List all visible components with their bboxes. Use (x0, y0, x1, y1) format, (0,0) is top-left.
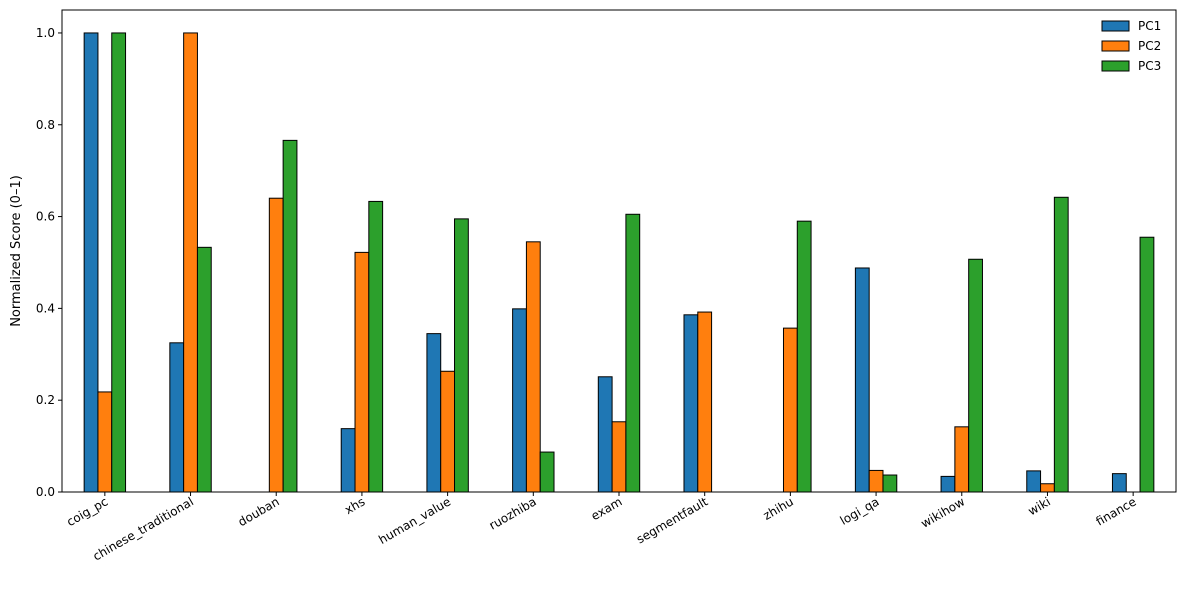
bar-pc3-douban (282, 139, 298, 493)
x-tick-label: logi_qa (838, 494, 882, 527)
bar-pc1-finance (1111, 473, 1127, 493)
bar-pc1-segmentfault (683, 314, 699, 493)
bars-layer (83, 32, 1155, 493)
y-tick-label: 0.2 (36, 393, 55, 407)
y-tick-label: 0.6 (36, 210, 55, 224)
x-tick-label: exam (589, 494, 625, 523)
x-tick-label: ruozhiba (487, 494, 539, 532)
bar-pc1-human-value (426, 333, 442, 493)
y-tick-label: 1.0 (36, 26, 55, 40)
x-tick-label: segmentfault (634, 494, 710, 546)
x-tick-label: coig_pc (64, 494, 110, 529)
x-tick-label: wiki (1026, 494, 1053, 518)
y-tick-label: 0.4 (36, 301, 55, 315)
y-axis-label: Normalized Score (0–1) (9, 175, 24, 327)
bar-pc1-wiki (1026, 470, 1042, 493)
bar-pc1-coig-pc (83, 32, 99, 493)
legend-label-pc2: PC2 (1138, 39, 1161, 53)
plot-frame (61, 9, 1177, 493)
legend: PC1 PC2 PC3 (1101, 19, 1161, 73)
bar-pc2-exam (611, 421, 627, 493)
bar-pc1-xhs (340, 428, 356, 493)
y-tick-label: 0.8 (36, 118, 55, 132)
bar-pc1-wikihow (940, 475, 956, 493)
bar-pc2-human-value (440, 370, 456, 493)
bar-pc3-wiki (1053, 196, 1069, 493)
bar-pc1-exam (597, 376, 613, 493)
bar-pc1-chinese-traditional (169, 342, 185, 493)
bar-pc1-logi-qa (854, 267, 870, 493)
legend-label-pc3: PC3 (1138, 59, 1161, 73)
bar-pc2-ruozhiba (525, 241, 541, 493)
bar-pc2-chinese-traditional (183, 32, 198, 493)
bar-pc2-douban (268, 197, 284, 493)
bar-pc2-logi-qa (868, 469, 884, 493)
bar-pc3-human-value (454, 218, 469, 493)
bar-pc3-wikihow (968, 258, 983, 493)
bar-pc3-chinese-traditional (196, 246, 212, 493)
bar-pc2-xhs (354, 251, 370, 493)
legend-swatch-pc1 (1101, 20, 1130, 32)
bar-pc2-coig-pc (97, 391, 113, 493)
legend-label-pc1: PC1 (1138, 19, 1161, 33)
bar-pc3-zhihu (796, 220, 812, 493)
bar-pc3-logi-qa (882, 474, 898, 493)
bar-pc3-exam (625, 213, 641, 493)
x-tick-label: zhihu (761, 494, 796, 522)
y-axis: 0.0 0.2 0.4 0.6 0.8 1.0 (36, 26, 62, 499)
bar-pc1-ruozhiba (512, 308, 527, 493)
x-tick-label: xhs (342, 494, 367, 517)
bar-pc2-zhihu (782, 327, 798, 493)
x-tick-label: douban (236, 494, 282, 529)
bar-pc3-finance (1139, 236, 1155, 493)
x-tick-label: finance (1093, 494, 1138, 528)
bar-pc3-coig-pc (111, 32, 127, 493)
x-tick-label: human_value (376, 494, 453, 546)
y-tick-label: 0.0 (36, 485, 55, 499)
legend-swatch-pc3 (1101, 60, 1130, 72)
legend-swatch-pc2 (1101, 40, 1130, 52)
bar-pc3-xhs (368, 200, 384, 493)
bar-pc2-segmentfault (697, 311, 713, 493)
bar-pc2-wikihow (954, 426, 970, 493)
bar-pc3-ruozhiba (539, 451, 555, 493)
bar-pc2-wiki (1040, 483, 1055, 493)
x-tick-label: wikihow (919, 494, 968, 530)
